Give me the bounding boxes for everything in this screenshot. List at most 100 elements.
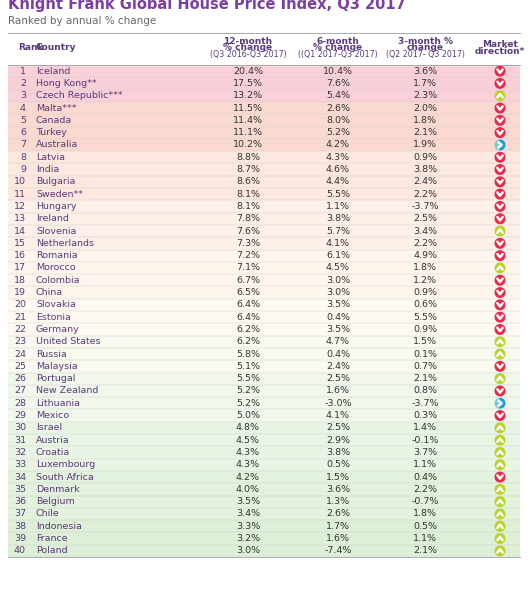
Text: 3.6%: 3.6% (326, 485, 350, 494)
Text: 2.9%: 2.9% (326, 436, 350, 445)
Text: 1.8%: 1.8% (413, 510, 437, 519)
Text: ((Q1 2017-Q3 2017): ((Q1 2017-Q3 2017) (298, 50, 378, 59)
FancyBboxPatch shape (8, 213, 520, 225)
Circle shape (495, 103, 505, 113)
FancyBboxPatch shape (8, 65, 520, 78)
Circle shape (495, 509, 505, 519)
Text: Australia: Australia (36, 141, 78, 150)
Circle shape (495, 251, 505, 260)
Text: 2.0%: 2.0% (413, 103, 437, 112)
Circle shape (495, 115, 505, 125)
FancyBboxPatch shape (8, 397, 520, 409)
Text: Indonesia: Indonesia (36, 522, 82, 531)
Text: 2.3%: 2.3% (413, 91, 437, 100)
Text: 23: 23 (14, 337, 26, 346)
Text: 1.9%: 1.9% (413, 141, 437, 150)
Text: Poland: Poland (36, 546, 68, 555)
Text: 0.1%: 0.1% (413, 350, 437, 359)
Text: 6.4%: 6.4% (236, 313, 260, 322)
Text: Slovakia: Slovakia (36, 300, 76, 310)
Text: 1.1%: 1.1% (413, 534, 437, 543)
FancyBboxPatch shape (8, 495, 520, 508)
FancyBboxPatch shape (8, 385, 520, 397)
Text: 5.5%: 5.5% (236, 374, 260, 383)
Text: 3.5%: 3.5% (326, 325, 350, 334)
Text: 3: 3 (20, 91, 26, 100)
Text: Colombia: Colombia (36, 276, 80, 285)
Text: Hungary: Hungary (36, 202, 77, 211)
Text: 7: 7 (20, 141, 26, 150)
Text: Austria: Austria (36, 436, 70, 445)
Text: 29: 29 (14, 411, 26, 420)
Text: 1.4%: 1.4% (413, 423, 437, 432)
Text: 4.4%: 4.4% (326, 177, 350, 186)
FancyBboxPatch shape (8, 299, 520, 311)
FancyBboxPatch shape (8, 188, 520, 200)
Circle shape (495, 165, 505, 174)
Text: 0.4%: 0.4% (326, 350, 350, 359)
Text: 2.6%: 2.6% (326, 103, 350, 112)
Text: 5.0%: 5.0% (236, 411, 260, 420)
Text: 31: 31 (14, 436, 26, 445)
Text: 4.1%: 4.1% (326, 411, 350, 420)
FancyBboxPatch shape (8, 360, 520, 373)
Text: Netherlands: Netherlands (36, 239, 94, 248)
Text: 26: 26 (14, 374, 26, 383)
Text: 37: 37 (14, 510, 26, 519)
Text: 39: 39 (14, 534, 26, 543)
Text: 5.8%: 5.8% (236, 350, 260, 359)
Circle shape (495, 497, 505, 507)
Text: South Africa: South Africa (36, 472, 94, 481)
Text: India: India (36, 165, 59, 174)
Text: 2: 2 (20, 79, 26, 88)
Circle shape (495, 239, 505, 248)
FancyBboxPatch shape (8, 249, 520, 262)
Circle shape (495, 410, 505, 420)
Text: Turkey: Turkey (36, 128, 67, 137)
Circle shape (495, 300, 505, 310)
Text: -7.4%: -7.4% (324, 546, 352, 555)
Text: 6.2%: 6.2% (236, 337, 260, 346)
Text: 2.5%: 2.5% (413, 214, 437, 223)
Text: China: China (36, 288, 63, 297)
Text: 7.8%: 7.8% (236, 214, 260, 223)
Text: 13: 13 (14, 214, 26, 223)
Text: 7.6%: 7.6% (326, 79, 350, 88)
Text: 7.1%: 7.1% (236, 263, 260, 272)
Circle shape (495, 226, 505, 236)
Text: 1.1%: 1.1% (413, 460, 437, 469)
FancyBboxPatch shape (8, 175, 520, 188)
Text: Morocco: Morocco (36, 263, 76, 272)
Text: Slovenia: Slovenia (36, 227, 77, 236)
Text: 30: 30 (14, 423, 26, 432)
Text: 11.1%: 11.1% (233, 128, 263, 137)
Text: 27: 27 (14, 386, 26, 395)
Text: 25: 25 (14, 362, 26, 371)
Text: United States: United States (36, 337, 100, 346)
Text: 1.7%: 1.7% (326, 522, 350, 531)
Text: 8.1%: 8.1% (236, 202, 260, 211)
Text: 11.4%: 11.4% (233, 116, 263, 125)
Text: 12: 12 (14, 202, 26, 211)
Circle shape (495, 214, 505, 224)
Text: 6: 6 (20, 128, 26, 137)
Text: 2.1%: 2.1% (413, 546, 437, 555)
Text: 7.2%: 7.2% (236, 251, 260, 260)
Text: -3.7%: -3.7% (411, 202, 439, 211)
Text: 14: 14 (14, 227, 26, 236)
FancyBboxPatch shape (8, 78, 520, 90)
Circle shape (495, 349, 505, 359)
Text: Rank: Rank (18, 43, 43, 52)
Text: 4.1%: 4.1% (326, 239, 350, 248)
Text: 1.5%: 1.5% (326, 472, 350, 481)
Text: 28: 28 (14, 398, 26, 407)
Text: % change: % change (314, 43, 363, 52)
Text: Croatia: Croatia (36, 448, 70, 457)
Text: Ireland: Ireland (36, 214, 69, 223)
Text: 1.6%: 1.6% (326, 386, 350, 395)
Text: Market: Market (482, 40, 518, 49)
Text: 2.5%: 2.5% (326, 423, 350, 432)
Text: 8.7%: 8.7% (236, 165, 260, 174)
Text: 5.5%: 5.5% (413, 313, 437, 322)
Text: 32: 32 (14, 448, 26, 457)
